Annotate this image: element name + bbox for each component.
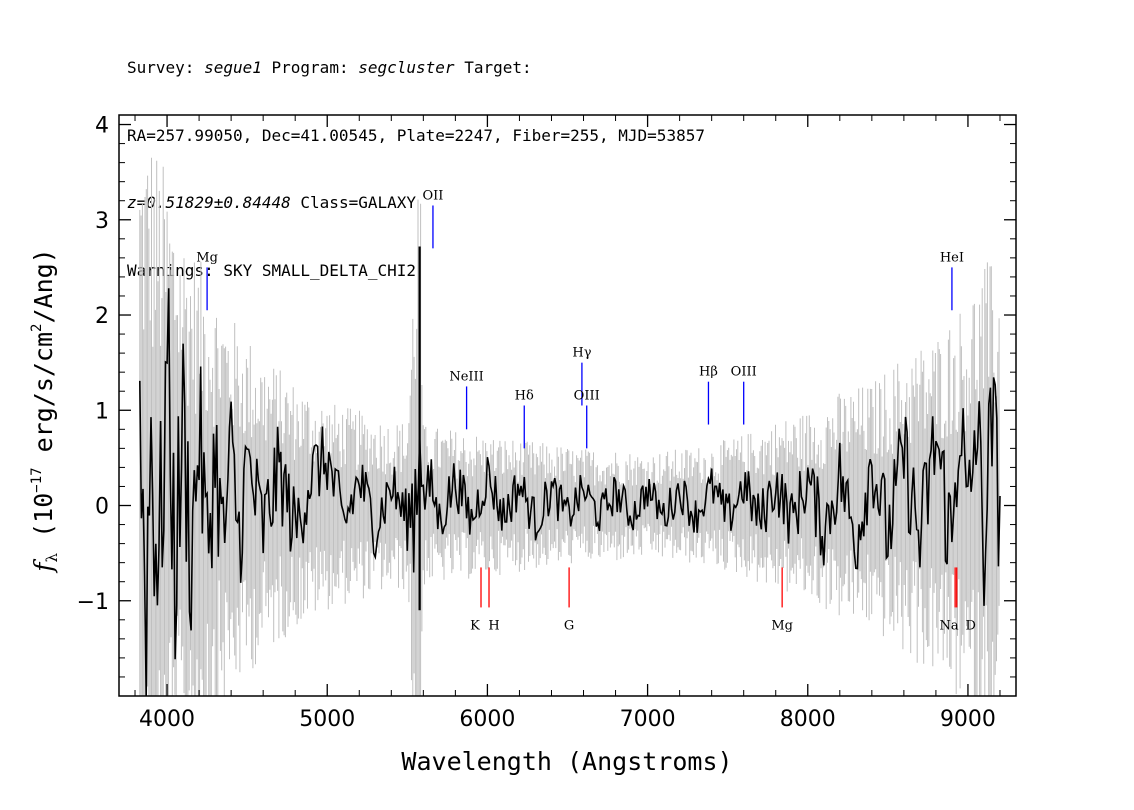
flux-series xyxy=(139,288,1001,697)
header-line-redshift: z=0.51829±0.84448 Class=GALAXY xyxy=(127,192,705,215)
emission-line-label: Hδ xyxy=(515,389,534,404)
absorption-line-label: Na xyxy=(940,618,959,633)
absorption-line-label: D xyxy=(966,618,976,633)
x-tick-label: 9000 xyxy=(940,707,996,732)
x-tick-label: 5000 xyxy=(299,707,355,732)
y-tick-label: 1 xyxy=(95,399,109,424)
y-tick-label: 0 xyxy=(95,495,109,520)
header-line-survey: Survey: segue1 Program: segcluster Targe… xyxy=(127,58,532,77)
absorption-line-label: H xyxy=(488,618,499,633)
emission-line-label: Mg xyxy=(196,250,218,265)
flux-series-layer xyxy=(139,246,1001,697)
x-axis-label: Wavelength (Angstroms) xyxy=(401,747,732,776)
svg-text:fλ (10−17 erg/s/cm2/Ang): fλ (10−17 erg/s/cm2/Ang) xyxy=(29,248,61,573)
x-tick-label: 6000 xyxy=(459,707,515,732)
y-tick-label: 2 xyxy=(95,304,109,329)
axes-layer: 4000 5000 6000 7000 8000 9000 −1 0 1 2 3 4 xyxy=(77,114,1016,732)
emission-line-label: Hγ xyxy=(572,346,591,361)
x-tick-label: 7000 xyxy=(620,707,676,732)
spectral-lines-layer: Mg OII NeIII Hδ Hγ OIII Hβ OIII HeI K H G Mg Na D xyxy=(196,188,976,633)
emission-line-label: HeI xyxy=(940,250,964,265)
emission-line-label: NeIII xyxy=(449,369,483,384)
emission-line-label: OIII xyxy=(574,389,600,404)
absorption-line-label: Mg xyxy=(771,618,793,633)
emission-line-label: OII xyxy=(422,188,443,203)
error-series-layer xyxy=(139,157,1000,696)
y-tick-label: 3 xyxy=(95,209,109,234)
survey-name: segue1 xyxy=(204,58,262,77)
absorption-line-label: K xyxy=(470,618,480,633)
emission-line-label: OIII xyxy=(731,365,757,380)
class-value: Class=GALAXY xyxy=(300,193,416,212)
emission-line-label: Hβ xyxy=(699,365,718,380)
spectrum-header: Survey: segue1 Program: segcluster Targe… xyxy=(127,12,705,305)
x-tick-label: 4000 xyxy=(139,707,195,732)
absorption-line-label: G xyxy=(564,618,574,633)
x-tick-label: 8000 xyxy=(780,707,836,732)
redshift-value: z=0.51829±0.84448 xyxy=(127,193,291,212)
y-axis-label: fλ (10−17 erg/s/cm2/Ang) xyxy=(29,248,61,573)
header-line-coordinates: RA=257.99050, Dec=41.00545, Plate=2247, … xyxy=(127,125,705,145)
y-tick-label: 4 xyxy=(95,114,109,139)
plot-frame xyxy=(118,114,1017,697)
error-series xyxy=(139,157,1000,696)
y-tick-label: −1 xyxy=(77,590,109,615)
program-name: segcluster xyxy=(358,58,455,77)
